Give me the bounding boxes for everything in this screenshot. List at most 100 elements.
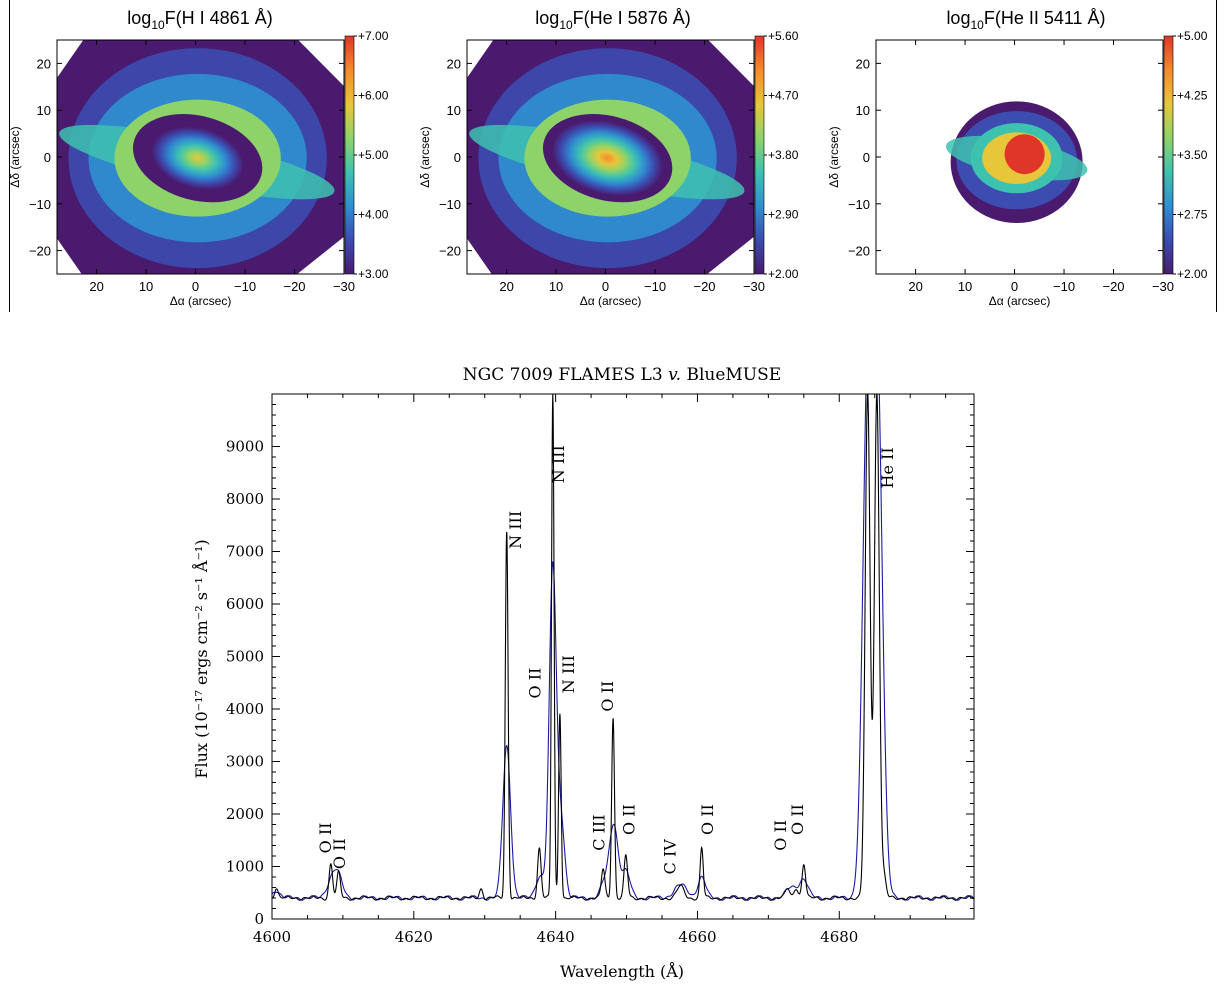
y-tick-label: −10 <box>848 197 870 212</box>
y-tick-label: 5000 <box>226 648 264 666</box>
y-tick-label: 9000 <box>226 438 264 456</box>
line-annotation: N III <box>559 655 578 693</box>
y-tick-label: 1000 <box>226 858 264 876</box>
x-tick-label: 10 <box>549 279 563 294</box>
colorbar-tick-label: +6.00 <box>358 89 389 103</box>
line-annotation: N III <box>506 511 525 549</box>
x-tick-label: 20 <box>89 279 103 294</box>
y-tick-label: 20 <box>447 56 461 71</box>
y-tick-label: 8000 <box>226 490 264 508</box>
y-axis-label: Δδ (arcsec) <box>418 126 432 187</box>
y-tick-label: 3000 <box>226 753 264 771</box>
map-title: log10F(H I 4861 Å) <box>127 8 272 32</box>
map-hi-svg: log10F(H I 4861 Å) 20 10 0 −10 −20 −30 20 10 0 −1… <box>8 8 389 308</box>
x-axis-label: Δα (arcsec) <box>170 294 232 308</box>
x-tick-label: 10 <box>958 279 972 294</box>
right-border-line <box>1216 0 1217 312</box>
spectrum-plot-area: 4600 4620 4640 4660 4680 0 1000 2000 3000 4000 500… <box>226 393 975 946</box>
y-tick-label: 0 <box>863 150 870 165</box>
x-tick-label: 10 <box>139 279 153 294</box>
y-tick-label: 2000 <box>226 805 264 823</box>
spectrum-line-bluemuse <box>272 394 974 901</box>
map-hei-svg: log10F(He I 5876 Å) 20 10 0 −10 −20 −30 20 10 0 −… <box>418 8 799 308</box>
x-tick-label: −20 <box>1102 279 1124 294</box>
y-tick-label: 10 <box>447 103 461 118</box>
y-tick-label: 0 <box>254 910 264 928</box>
line-annotation: C IV <box>660 839 679 875</box>
y-tick-label: 7000 <box>226 543 264 561</box>
line-annotation: O II <box>526 668 545 699</box>
nebula-core <box>1004 134 1045 175</box>
colorbar-tick-label: +2.00 <box>1177 267 1208 281</box>
y-tick-label: −20 <box>29 244 51 259</box>
x-tick-label: 4620 <box>395 928 433 946</box>
map-panel-hi: log10F(H I 4861 Å) 20 10 0 −10 −20 −30 20 10 0 −1… <box>0 0 405 317</box>
y-tick-label: −10 <box>29 197 51 212</box>
colorbar-tick-label: +2.75 <box>1177 208 1208 222</box>
map-title: log10F(He I 5876 Å) <box>535 8 690 32</box>
y-tick-label: 6000 <box>226 595 264 613</box>
line-annotation: O II <box>330 838 349 869</box>
y-axis-label: Flux (10⁻¹⁷ ergs cm⁻² s⁻¹ Å⁻¹) <box>191 539 211 778</box>
line-annotation: O II <box>788 804 807 835</box>
chart-title: NGC 7009 FLAMES L3 v. BlueMUSE <box>463 365 781 385</box>
spectrum-chart: NGC 7009 FLAMES L3 v. BlueMUSE 4600 4620 4… <box>191 365 975 981</box>
colorbar <box>754 35 765 275</box>
map-image: 20 10 0 −10 −20 −30 20 10 0 −10 −20 Δα (arcsec) Δδ (… <box>827 29 1208 308</box>
spectrum-line-flames <box>272 394 974 901</box>
y-axis-label: Δδ (arcsec) <box>827 126 841 187</box>
x-axis-label: Δα (arcsec) <box>580 294 642 308</box>
colorbar-tick-label: +3.80 <box>768 148 799 162</box>
y-tick-label: 10 <box>37 103 51 118</box>
colorbar-tick-label: +5.00 <box>1177 29 1208 43</box>
x-tick-label: 20 <box>499 279 513 294</box>
line-annotation: He II <box>878 447 897 488</box>
y-tick-label: −10 <box>439 197 461 212</box>
colorbar-tick-label: +4.00 <box>358 208 389 222</box>
y-tick-label: 10 <box>856 103 870 118</box>
map-panel-hei: log10F(He I 5876 Å) 20 10 0 −10 −20 −30 20 10 0 −… <box>410 0 815 317</box>
map-title: log10F(He II 5411 Å) <box>946 8 1105 32</box>
map-heii-svg: log10F(He II 5411 Å) 20 10 0 −10 −20 −30 20 10 0… <box>827 8 1208 308</box>
x-tick-label: −30 <box>333 279 355 294</box>
colorbar-tick-label: +2.90 <box>768 208 799 222</box>
nebula-core <box>542 114 673 203</box>
line-annotation: O II <box>698 804 717 835</box>
y-tick-label: 0 <box>454 150 461 165</box>
x-axis-label: Wavelength (Å) <box>560 961 684 981</box>
x-tick-label: −10 <box>234 279 256 294</box>
y-tick-label: −20 <box>439 244 461 259</box>
line-annotation: N III <box>549 445 568 483</box>
colorbar-tick-label: +4.70 <box>768 89 799 103</box>
x-tick-label: −10 <box>1053 279 1075 294</box>
line-annotation: O II <box>598 681 617 712</box>
y-tick-label: −20 <box>848 244 870 259</box>
x-tick-label: 4660 <box>678 928 716 946</box>
x-tick-label: −10 <box>644 279 666 294</box>
colorbar <box>344 35 355 275</box>
map-image: 20 10 0 −10 −20 −30 20 10 0 −10 −20 Δα (arcsec) Δδ (… <box>418 29 799 308</box>
colorbar-tick-label: +3.50 <box>1177 148 1208 162</box>
line-annotation: C III <box>590 814 609 850</box>
x-tick-label: 0 <box>192 279 199 294</box>
x-tick-label: 4680 <box>820 928 858 946</box>
x-tick-label: 20 <box>908 279 922 294</box>
colorbar-tick-label: +7.00 <box>358 29 389 43</box>
x-axis-label: Δα (arcsec) <box>989 294 1051 308</box>
y-tick-label: 20 <box>37 56 51 71</box>
line-annotation: O II <box>316 823 335 854</box>
x-tick-label: −30 <box>743 279 765 294</box>
nebula-core <box>132 114 263 203</box>
colorbar-tick-label: +5.00 <box>358 148 389 162</box>
line-annotation: O II <box>619 804 638 835</box>
x-tick-label: 4640 <box>537 928 575 946</box>
colorbar-tick-label: +5.60 <box>768 29 799 43</box>
x-tick-label: 0 <box>602 279 609 294</box>
y-tick-label: 4000 <box>226 700 264 718</box>
x-tick-label: −20 <box>283 279 305 294</box>
map-image: 20 10 0 −10 −20 −30 20 10 0 −10 −20 Δα (arcsec) Δδ (… <box>8 29 389 308</box>
left-border-line <box>9 0 10 312</box>
y-tick-label: 20 <box>856 56 870 71</box>
x-tick-label: 4600 <box>253 928 291 946</box>
y-tick-label: 0 <box>44 150 51 165</box>
